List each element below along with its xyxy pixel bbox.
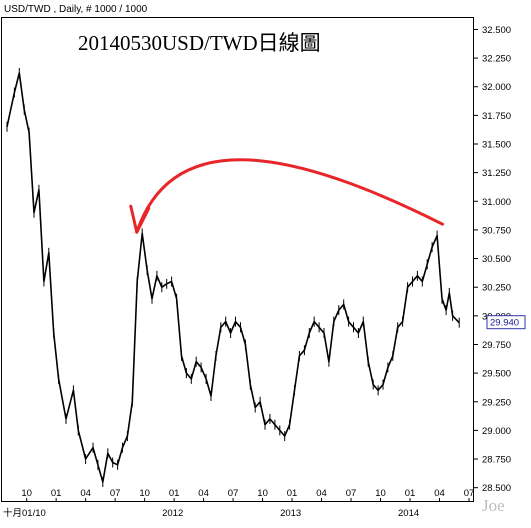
- y-tick-label: 32.000: [482, 82, 511, 93]
- annotation-arrow-head: [129, 204, 151, 234]
- x-tick-label: 10: [21, 488, 32, 499]
- y-tick-label: 29.000: [482, 426, 511, 437]
- price-series: [6, 68, 460, 487]
- last-price-badge-box: [486, 315, 526, 330]
- x-tick-label: 01: [169, 488, 180, 499]
- x-tick-label: 04: [316, 488, 327, 499]
- y-tick-label: 29.250: [482, 397, 511, 408]
- symbol-header: USD/TWD , Daily, # 1000 / 1000: [4, 4, 148, 15]
- y-tick-label: 28.750: [482, 455, 511, 466]
- y-tick-label: 31.500: [482, 140, 511, 151]
- x-tick-label: 04: [198, 488, 209, 499]
- y-tick-label: 30.500: [482, 254, 511, 265]
- y-tick-label: 31.750: [482, 111, 511, 122]
- x-tick-label: 04: [434, 488, 445, 499]
- x-tick-label: 10: [375, 488, 386, 499]
- x-tick-label: 01: [405, 488, 416, 499]
- y-tick-label: 30.750: [482, 225, 511, 236]
- x-tick-label: 01: [51, 488, 62, 499]
- x-year-label: 2012: [162, 508, 183, 519]
- x-tick-label: 07: [228, 488, 239, 499]
- y-tick-label: 29.750: [482, 340, 511, 351]
- y-tick-label: 31.250: [482, 168, 511, 179]
- x-tick-label: 01: [287, 488, 298, 499]
- x-tick-label: 07: [346, 488, 357, 499]
- annotation-arrow-curve: [135, 158, 445, 234]
- last-price-label: 29.940: [490, 318, 519, 329]
- y-tick-label: 32.500: [482, 25, 511, 36]
- x-tick-label: 07: [110, 488, 121, 499]
- chart-title: 20140530USD/TWD日線圖: [78, 31, 321, 55]
- x-tick-label: 10: [139, 488, 150, 499]
- x-year-label: 十月01/10: [3, 507, 46, 519]
- y-tick-label: 32.250: [482, 54, 511, 65]
- plot-frame: [1, 17, 474, 502]
- x-tick-label: 07: [464, 488, 475, 499]
- y-tick-label: 29.500: [482, 369, 511, 380]
- y-tick-label: 30.250: [482, 283, 511, 294]
- y-tick-label: 28.500: [482, 483, 511, 494]
- last-price-badge: 29.940: [486, 315, 526, 330]
- y-tick-label: 31.000: [482, 197, 511, 208]
- annotation-arrow: [129, 158, 445, 234]
- x-year-label: 2013: [280, 508, 301, 519]
- x-tick-label: 04: [80, 488, 91, 499]
- x-axis: 10 01 04 07 10 01 04 07 10 01 04 07 10 01 04 07 十月01/10 2…: [3, 488, 474, 519]
- x-year-label: 2014: [398, 508, 419, 519]
- watermark: Joe: [482, 496, 505, 515]
- x-tick-label: 10: [257, 488, 268, 499]
